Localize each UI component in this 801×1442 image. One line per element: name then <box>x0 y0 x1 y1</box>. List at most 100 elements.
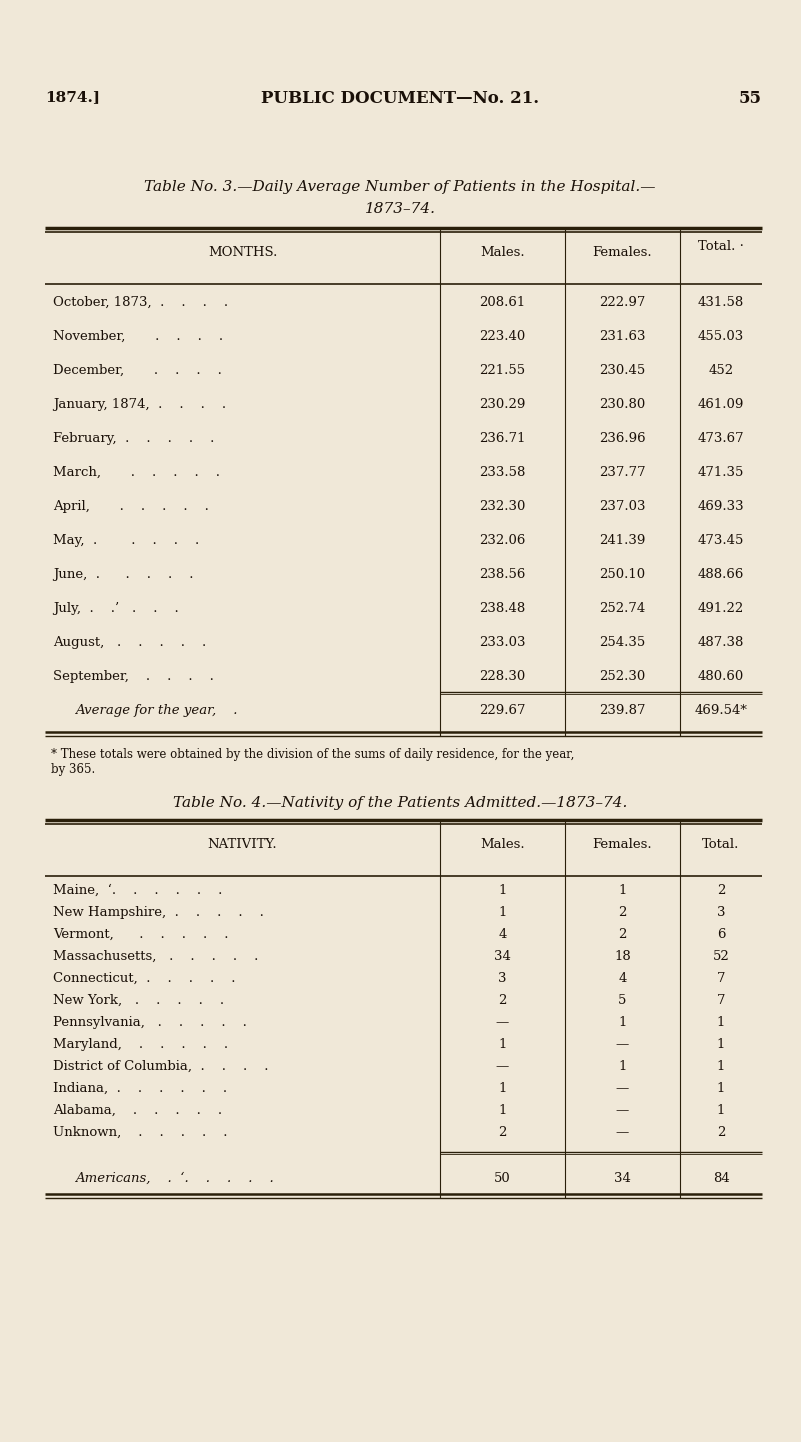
Text: Table No. 3.—Daily Average Number of Patients in the Hospital.—: Table No. 3.—Daily Average Number of Pat… <box>144 180 656 195</box>
Text: 233.03: 233.03 <box>479 636 525 649</box>
Text: Maryland,    .    .    .    .    .: Maryland, . . . . . <box>53 1038 228 1051</box>
Text: 491.22: 491.22 <box>698 603 744 616</box>
Text: 1: 1 <box>717 1060 725 1073</box>
Text: * These totals were obtained by the division of the sums of daily residence, for: * These totals were obtained by the divi… <box>51 748 574 761</box>
Text: 1: 1 <box>498 1105 507 1118</box>
Text: Females.: Females. <box>593 247 652 260</box>
Text: 1: 1 <box>498 906 507 919</box>
Text: 431.58: 431.58 <box>698 296 744 309</box>
Text: 469.33: 469.33 <box>698 500 744 513</box>
Text: 473.67: 473.67 <box>698 433 744 446</box>
Text: September,    .    .    .    .: September, . . . . <box>53 671 214 684</box>
Text: —: — <box>616 1082 629 1094</box>
Text: Vermont,      .    .    .    .    .: Vermont, . . . . . <box>53 929 228 942</box>
Text: 487.38: 487.38 <box>698 636 744 649</box>
Text: June,  .      .    .    .    .: June, . . . . . <box>53 568 194 581</box>
Text: 34: 34 <box>494 950 511 963</box>
Text: 469.54*: 469.54* <box>694 704 747 717</box>
Text: 2: 2 <box>498 994 507 1007</box>
Text: 84: 84 <box>713 1172 730 1185</box>
Text: 233.58: 233.58 <box>479 466 525 479</box>
Text: January, 1874,  .    .    .    .: January, 1874, . . . . <box>53 398 226 411</box>
Text: 230.80: 230.80 <box>599 398 646 411</box>
Text: 1: 1 <box>717 1038 725 1051</box>
Text: Average for the year,    .: Average for the year, . <box>75 704 238 717</box>
Text: 1: 1 <box>498 884 507 897</box>
Text: May,  .        .    .    .    .: May, . . . . . <box>53 534 199 547</box>
Text: 1874.]: 1874.] <box>45 89 100 104</box>
Text: Females.: Females. <box>593 838 652 851</box>
Text: Maine,  ‘.    .    .    .    .    .: Maine, ‘. . . . . . <box>53 884 223 897</box>
Text: Massachusetts,   .    .    .    .    .: Massachusetts, . . . . . <box>53 950 259 963</box>
Text: 252.74: 252.74 <box>599 603 646 616</box>
Text: 237.77: 237.77 <box>599 466 646 479</box>
Text: 452: 452 <box>708 365 734 378</box>
Text: 18: 18 <box>614 950 631 963</box>
Text: 238.56: 238.56 <box>479 568 525 581</box>
Text: 230.29: 230.29 <box>479 398 525 411</box>
Text: Americans,    .  ‘.    .    .    .    .: Americans, . ‘. . . . . <box>75 1172 274 1185</box>
Text: 34: 34 <box>614 1172 631 1185</box>
Text: 1: 1 <box>618 1017 626 1030</box>
Text: 7: 7 <box>717 972 725 985</box>
Text: 5: 5 <box>618 994 626 1007</box>
Text: 4: 4 <box>498 929 507 942</box>
Text: 238.48: 238.48 <box>479 603 525 616</box>
Text: 2: 2 <box>717 884 725 897</box>
Text: 239.87: 239.87 <box>599 704 646 717</box>
Text: 2: 2 <box>717 1126 725 1139</box>
Text: —: — <box>496 1060 509 1073</box>
Text: November,       .    .    .    .: November, . . . . <box>53 330 223 343</box>
Text: Indiana,  .    .    .    .    .    .: Indiana, . . . . . . <box>53 1082 227 1094</box>
Text: 455.03: 455.03 <box>698 330 744 343</box>
Text: 229.67: 229.67 <box>479 704 525 717</box>
Text: 254.35: 254.35 <box>599 636 646 649</box>
Text: 1: 1 <box>498 1038 507 1051</box>
Text: —: — <box>616 1105 629 1118</box>
Text: 232.30: 232.30 <box>479 500 525 513</box>
Text: Total. ·: Total. · <box>698 239 744 252</box>
Text: 208.61: 208.61 <box>479 296 525 309</box>
Text: Males.: Males. <box>480 247 525 260</box>
Text: July,  .    .’   .    .    .: July, . .’ . . . <box>53 603 179 616</box>
Text: 1: 1 <box>498 1082 507 1094</box>
Text: 50: 50 <box>494 1172 511 1185</box>
Text: October, 1873,  .    .    .    .: October, 1873, . . . . <box>53 296 228 309</box>
Text: District of Columbia,  .    .    .    .: District of Columbia, . . . . <box>53 1060 268 1073</box>
Text: 228.30: 228.30 <box>479 671 525 684</box>
Text: 1: 1 <box>717 1105 725 1118</box>
Text: MONTHS.: MONTHS. <box>207 247 277 260</box>
Text: August,   .    .    .    .    .: August, . . . . . <box>53 636 206 649</box>
Text: 7: 7 <box>717 994 725 1007</box>
Text: 1873–74.: 1873–74. <box>364 202 436 216</box>
Text: 241.39: 241.39 <box>599 534 646 547</box>
Text: 230.45: 230.45 <box>599 365 646 378</box>
Text: 471.35: 471.35 <box>698 466 744 479</box>
Text: April,       .    .    .    .    .: April, . . . . . <box>53 500 209 513</box>
Text: 473.45: 473.45 <box>698 534 744 547</box>
Text: 250.10: 250.10 <box>599 568 646 581</box>
Text: PUBLIC DOCUMENT—No. 21.: PUBLIC DOCUMENT—No. 21. <box>261 89 539 107</box>
Text: —: — <box>616 1038 629 1051</box>
Text: 1: 1 <box>618 884 626 897</box>
Text: 461.09: 461.09 <box>698 398 744 411</box>
Text: —: — <box>496 1017 509 1030</box>
Text: 3: 3 <box>498 972 507 985</box>
Text: 236.96: 236.96 <box>599 433 646 446</box>
Text: Unknown,    .    .    .    .    .: Unknown, . . . . . <box>53 1126 227 1139</box>
Text: 237.03: 237.03 <box>599 500 646 513</box>
Text: 1: 1 <box>717 1082 725 1094</box>
Text: March,       .    .    .    .    .: March, . . . . . <box>53 466 220 479</box>
Text: by 365.: by 365. <box>51 763 95 776</box>
Text: 252.30: 252.30 <box>599 671 646 684</box>
Text: New York,   .    .    .    .    .: New York, . . . . . <box>53 994 224 1007</box>
Text: Males.: Males. <box>480 838 525 851</box>
Text: December,       .    .    .    .: December, . . . . <box>53 365 222 378</box>
Text: 480.60: 480.60 <box>698 671 744 684</box>
Text: 231.63: 231.63 <box>599 330 646 343</box>
Text: 488.66: 488.66 <box>698 568 744 581</box>
Text: Pennsylvania,   .    .    .    .    .: Pennsylvania, . . . . . <box>53 1017 247 1030</box>
Text: 232.06: 232.06 <box>479 534 525 547</box>
Text: 1: 1 <box>618 1060 626 1073</box>
Text: 2: 2 <box>618 906 626 919</box>
